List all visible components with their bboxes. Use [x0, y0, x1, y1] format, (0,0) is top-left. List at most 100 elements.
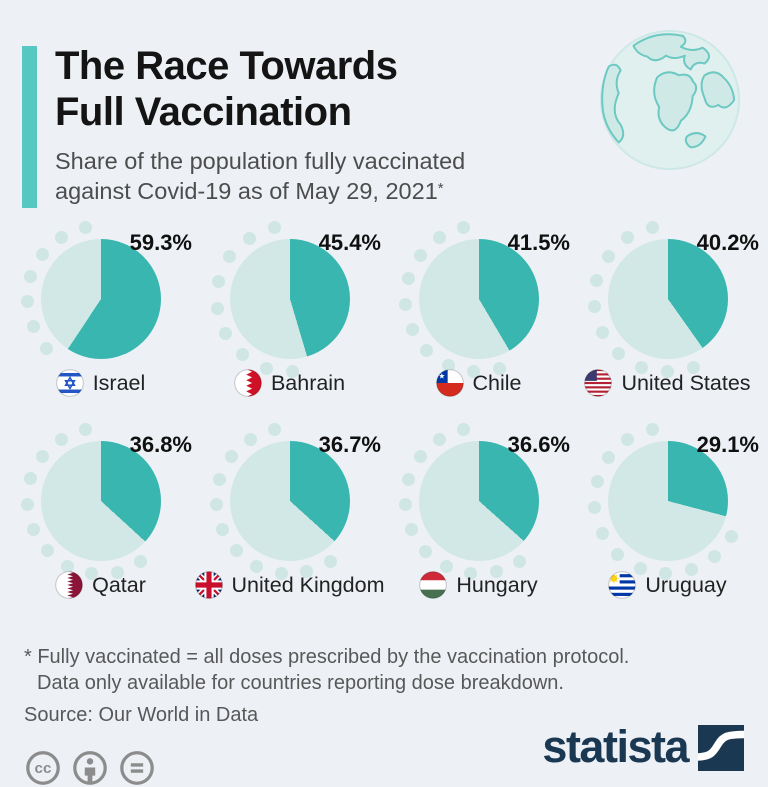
ring-dot [456, 221, 470, 235]
dot-ring [210, 423, 350, 581]
country-card-united-states: 40.2% United States [573, 221, 762, 426]
vaccination-percentage-label: 59.3% [129, 230, 192, 255]
pie-chart [399, 423, 539, 581]
ring-dot [399, 498, 413, 512]
ring-dot [439, 559, 453, 573]
ring-dot [323, 555, 337, 569]
country-row: Hungary [384, 571, 573, 599]
country-name: United Kingdom [231, 572, 385, 597]
page-title: The Race Towards Full Vaccination [55, 44, 398, 134]
israel-flag-icon [55, 369, 84, 397]
ring-dot [612, 346, 626, 360]
pie-chart [588, 423, 738, 581]
vaccination-percentage-label: 36.8% [129, 432, 192, 457]
ring-dot [259, 361, 273, 375]
dot-ring [588, 423, 738, 581]
ring-dot [602, 451, 616, 465]
ring-dot [659, 567, 673, 581]
pie-slices [418, 441, 539, 561]
ring-dot [467, 365, 481, 379]
ring-dot [661, 365, 675, 379]
ring-dot [225, 449, 239, 463]
ring-dot [210, 301, 224, 315]
ring-dot [513, 554, 527, 568]
country-card-qatar: 36.8% Qatar [6, 423, 195, 628]
ring-dot [687, 360, 701, 374]
country-card-uruguay: 29.1% Uruguay [573, 423, 762, 628]
ring-dot [300, 565, 314, 579]
ring-dot [635, 360, 649, 374]
ring-dot [456, 423, 470, 437]
ring-dot [621, 231, 635, 245]
ring-dot [213, 472, 227, 486]
country-name: Qatar [92, 572, 146, 597]
pie-chart [210, 423, 350, 581]
ring-dot [215, 522, 229, 536]
attribution-icon [73, 751, 107, 785]
ring-dot [402, 271, 415, 285]
cc-icon: cc [26, 751, 60, 785]
ring-dot [40, 341, 54, 355]
ring-dot [60, 559, 74, 573]
ring-dot [36, 449, 50, 463]
footer: * Fully vaccinated = all doses prescribe… [0, 628, 768, 787]
pie-slices [229, 239, 350, 359]
ring-dot [418, 544, 432, 558]
pie-grid: 59.3% Israel 45.4% Bahrain 41.5% Chile [0, 221, 768, 628]
bahrain-flag-icon [234, 369, 262, 397]
ring-dot [724, 529, 738, 543]
ring-dot [210, 498, 224, 511]
country-name: Uruguay [645, 572, 727, 597]
country-row: Uruguay [573, 571, 762, 599]
ring-dot [433, 432, 447, 446]
ring-dot [399, 297, 413, 311]
chile-flag-icon [435, 369, 464, 397]
pie-chart [588, 221, 728, 379]
united-states-flag-icon [584, 369, 613, 397]
ring-dot [464, 567, 478, 581]
pie-chart [210, 221, 350, 379]
pie-chart [21, 221, 161, 359]
ring-dot [595, 526, 609, 540]
source-label: Source: Our World in Data [24, 704, 259, 726]
ring-dot [645, 221, 659, 235]
ring-dot [55, 230, 69, 244]
ring-dot [404, 523, 418, 537]
ring-dot [596, 325, 610, 339]
dot-ring [210, 221, 350, 379]
pie-chart [399, 221, 539, 379]
ring-dot [24, 472, 38, 486]
pie-slices [418, 239, 539, 359]
country-row: Bahrain [195, 369, 384, 397]
globe-icon [599, 29, 741, 171]
ring-dot [590, 475, 604, 489]
ring-dot [414, 450, 428, 463]
ring-dot [413, 248, 427, 262]
country-name: United States [621, 370, 751, 395]
ring-dot [621, 433, 635, 447]
ring-dot [223, 250, 237, 264]
vaccination-percentage-label: 36.6% [507, 432, 570, 457]
ring-dot [402, 472, 416, 486]
dot-ring [588, 221, 728, 379]
footnote-marker: * [437, 180, 444, 198]
united-kingdom-flag-icon [194, 571, 223, 599]
ring-dot [492, 362, 506, 376]
ring-dot [588, 300, 602, 314]
ring-dot [685, 563, 699, 577]
ring-dot [286, 365, 300, 379]
ring-dot [55, 432, 69, 446]
ring-dot [134, 555, 148, 569]
ring-dot [78, 423, 92, 437]
country-card-bahrain: 45.4% Bahrain [195, 221, 384, 426]
ring-dot [708, 550, 722, 564]
country-row: Israel [6, 369, 195, 397]
ring-dot [78, 221, 92, 235]
ring-dot [590, 273, 604, 287]
country-name: Bahrain [270, 370, 346, 395]
ring-dot [274, 567, 288, 581]
vaccination-percentage-label: 41.5% [507, 230, 570, 255]
country-card-israel: 59.3% Israel [6, 221, 195, 426]
ring-dot [405, 322, 419, 336]
ring-dot [242, 231, 256, 245]
